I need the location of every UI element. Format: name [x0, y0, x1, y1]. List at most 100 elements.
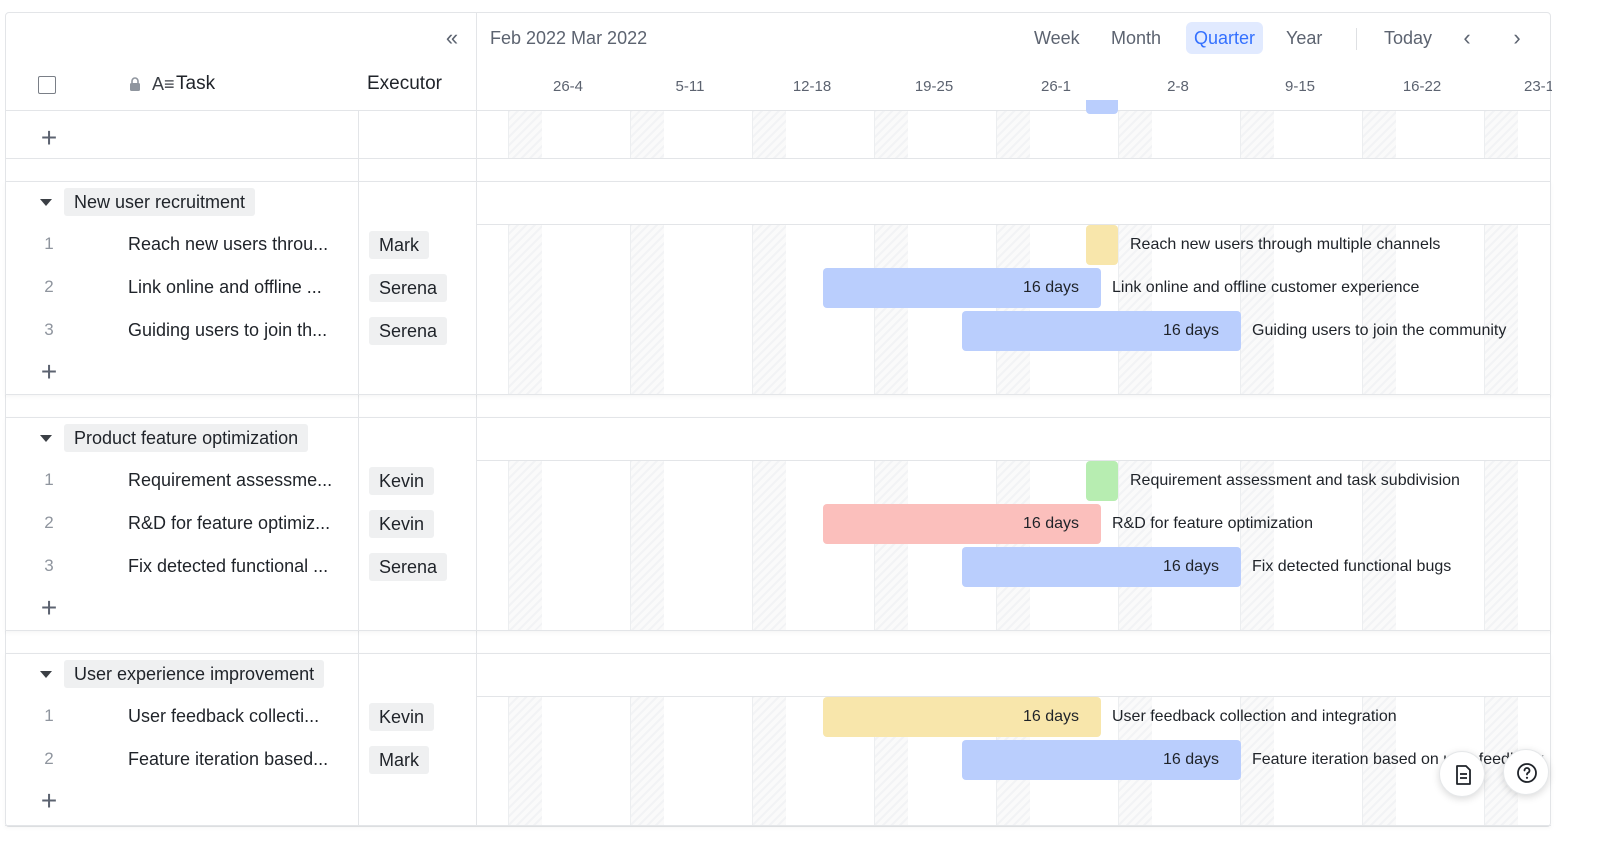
view-quarter-button[interactable]: Quarter: [1186, 22, 1264, 54]
week-label: 19-25: [914, 78, 954, 95]
week-label: 12-18: [792, 78, 832, 95]
task-bar[interactable]: 16 days: [962, 547, 1241, 587]
week-gridline: [1362, 461, 1363, 631]
row-number: 3: [44, 556, 54, 575]
executor-tag[interactable]: Serena: [369, 553, 448, 581]
executor-tag[interactable]: Serena: [369, 274, 448, 302]
add-task-icon[interactable]: +: [40, 592, 58, 623]
week-gridline: [630, 111, 631, 158]
week-gridline: [1118, 461, 1119, 631]
collapse-panel-icon[interactable]: «: [445, 25, 459, 50]
task-bar[interactable]: 16 days: [823, 504, 1101, 544]
executor-tag[interactable]: Mark: [369, 231, 429, 259]
caret-down-icon[interactable]: [40, 199, 52, 206]
group-header-divider: [477, 696, 1550, 697]
period-label: Feb 2022 Mar 2022: [490, 28, 648, 48]
executor-tag[interactable]: Mark: [369, 746, 429, 774]
task-name-cell[interactable]: Feature iteration based...: [128, 749, 329, 769]
view-week-button[interactable]: Week: [1034, 28, 1080, 48]
task-name-cell[interactable]: Link online and offline ...: [128, 277, 322, 297]
help-icon: [1517, 763, 1537, 783]
group-section: [5, 417, 1551, 631]
add-task-icon[interactable]: +: [40, 785, 58, 816]
weekend-stripe: [1362, 225, 1396, 395]
section-divider: [5, 158, 1551, 159]
weekend-stripe: [1362, 697, 1396, 826]
row-number: 2: [44, 749, 54, 768]
executor-tag[interactable]: Kevin: [369, 703, 435, 731]
week-gridline: [1240, 111, 1241, 158]
executor-tag[interactable]: Serena: [369, 317, 448, 345]
week-gridline: [752, 111, 753, 158]
task-name-cell[interactable]: Guiding users to join th...: [128, 320, 328, 340]
weekend-stripe: [1484, 111, 1518, 158]
task-bar-partial[interactable]: [1086, 100, 1118, 114]
executor-column-divider: [358, 111, 359, 827]
add-task-icon[interactable]: +: [40, 356, 58, 387]
task-bar[interactable]: [1086, 225, 1118, 265]
task-name-cell[interactable]: Fix detected functional ...: [128, 556, 329, 576]
view-year-button[interactable]: Year: [1286, 28, 1323, 48]
task-duration: 16 days: [1162, 751, 1219, 768]
week-gridline: [508, 697, 509, 826]
week-gridline: [752, 461, 753, 631]
executor-column-header[interactable]: Executor: [367, 73, 442, 94]
week-label: 16-22: [1402, 78, 1442, 95]
task-bar[interactable]: [1086, 461, 1118, 501]
weekend-stripe: [1484, 225, 1518, 395]
week-gridline: [1118, 225, 1119, 395]
week-gridline: [508, 461, 509, 631]
executor-tag[interactable]: Kevin: [369, 510, 435, 538]
task-name-cell[interactable]: Reach new users throu...: [128, 234, 329, 254]
week-gridline: [1362, 111, 1363, 158]
group-title[interactable]: Product feature optimization: [64, 424, 309, 452]
week-gridline: [1118, 111, 1119, 158]
table-timeline-divider[interactable]: [476, 12, 477, 827]
task-bar[interactable]: 16 days: [823, 697, 1101, 737]
help-button[interactable]: [1503, 749, 1549, 795]
week-gridline: [630, 225, 631, 395]
task-name-cell[interactable]: Requirement assessme...: [128, 470, 333, 490]
week-label: 26-1: [1040, 78, 1072, 95]
gantt-frame: [5, 12, 1551, 827]
weekend-stripe: [1240, 697, 1274, 826]
weekend-stripe: [752, 461, 786, 631]
week-gridline: [1484, 225, 1485, 395]
weekend-stripe: [508, 697, 542, 826]
task-duration: 16 days: [1022, 279, 1079, 296]
task-bar-label: Feature iteration based on user feedback: [1252, 751, 1544, 768]
task-bar-label: Reach new users through multiple channel…: [1130, 236, 1441, 253]
header-divider: [1356, 28, 1357, 50]
task-column-header[interactable]: Task: [176, 73, 216, 94]
group-title[interactable]: User experience improvement: [64, 660, 325, 688]
task-duration: 16 days: [1022, 515, 1079, 532]
chevron-left-icon[interactable]: ‹: [1463, 25, 1471, 50]
task-bar[interactable]: 16 days: [823, 268, 1101, 308]
task-name-cell[interactable]: User feedback collecti...: [128, 706, 320, 726]
task-name-cell[interactable]: R&D for feature optimiz...: [128, 513, 331, 533]
executor-tag[interactable]: Kevin: [369, 467, 435, 495]
caret-down-icon[interactable]: [40, 435, 52, 442]
view-month-button[interactable]: Month: [1111, 28, 1162, 48]
weekend-stripe: [996, 111, 1030, 158]
weekend-stripe: [508, 111, 542, 158]
add-task-icon[interactable]: +: [40, 122, 58, 153]
weekend-stripe: [1118, 225, 1152, 395]
weekend-stripe: [630, 697, 664, 826]
weekend-stripe: [752, 111, 786, 158]
week-gridline: [996, 111, 997, 158]
week-gridline: [874, 697, 875, 826]
chevron-right-icon[interactable]: ›: [1513, 25, 1521, 50]
today-button[interactable]: Today: [1384, 28, 1433, 48]
task-bar[interactable]: 16 days: [962, 311, 1241, 351]
weekend-stripe: [752, 697, 786, 826]
group-header-divider: [477, 460, 1550, 461]
caret-down-icon[interactable]: [40, 671, 52, 678]
select-all-checkbox[interactable]: [38, 76, 56, 94]
task-bar[interactable]: 16 days: [962, 740, 1241, 780]
group-title[interactable]: New user recruitment: [64, 188, 256, 216]
weekend-stripe: [1240, 461, 1274, 631]
week-label: 23-1: [1524, 78, 1552, 95]
week-gridline: [874, 111, 875, 158]
document-button[interactable]: [1439, 751, 1485, 797]
